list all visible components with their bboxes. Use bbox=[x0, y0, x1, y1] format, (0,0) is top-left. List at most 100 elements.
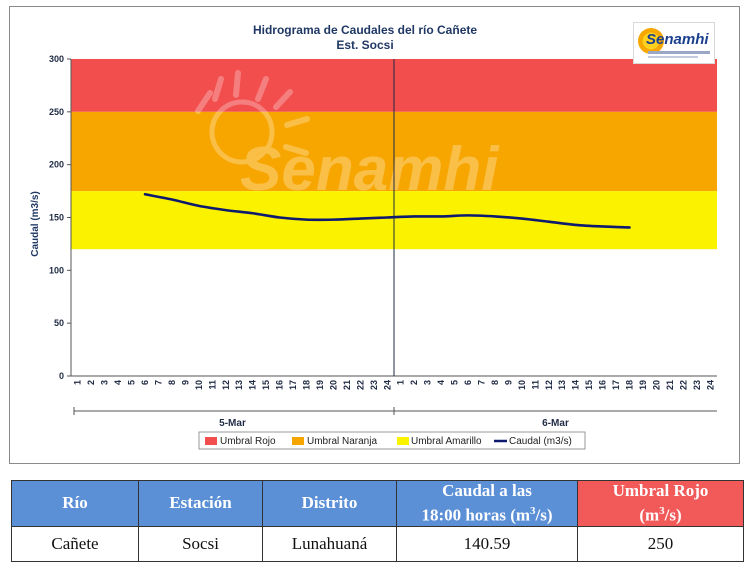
y-tick-labels: 0 50 100 150 200 250 300 bbox=[49, 54, 71, 381]
legend-swatch-naranja bbox=[292, 437, 304, 445]
x-tick-label: 14 bbox=[571, 380, 581, 390]
x-tick-label: 12 bbox=[544, 380, 554, 390]
x-tick-label: 2 bbox=[86, 380, 96, 385]
data-point bbox=[628, 226, 631, 229]
data-point bbox=[413, 215, 415, 218]
x-tick-label: 5 bbox=[127, 380, 137, 385]
x-tick-label: 3 bbox=[423, 380, 433, 385]
header-caudal: Caudal a las 18:00 horas (m3/s) bbox=[396, 480, 578, 527]
header-caudal-tail: /s) bbox=[535, 505, 553, 525]
x-tick-label: 10 bbox=[194, 380, 204, 390]
x-tick-label: 22 bbox=[355, 380, 365, 390]
x-tick-label: 1 bbox=[73, 380, 83, 385]
data-point bbox=[386, 216, 389, 219]
data-point bbox=[359, 217, 362, 220]
x-tick-label: 1 bbox=[396, 380, 406, 385]
x-tick-label: 2 bbox=[409, 380, 419, 385]
header-caudal-sup: 3 bbox=[530, 505, 536, 517]
header-distrito: Distrito bbox=[262, 480, 397, 527]
data-point bbox=[601, 225, 604, 228]
x-tick-label: 13 bbox=[557, 380, 567, 390]
cell-distrito: Lunahuaná bbox=[262, 525, 397, 562]
x-tick-label: 4 bbox=[436, 380, 446, 385]
x-tick-label: 24 bbox=[382, 380, 392, 390]
x-tick-label: 9 bbox=[503, 380, 513, 385]
legend-label-naranja: Umbral Naranja bbox=[307, 436, 377, 447]
data-point bbox=[332, 218, 335, 221]
data-point bbox=[440, 215, 442, 218]
table-row: Cañete Socsi Lunahuaná 140.59 250 bbox=[11, 525, 744, 562]
x-tick-label: 19 bbox=[315, 380, 325, 390]
x-tick-label: 19 bbox=[638, 380, 648, 390]
x-tick-label: 9 bbox=[180, 380, 190, 385]
data-point bbox=[278, 216, 281, 219]
x-tick-label: 8 bbox=[490, 380, 500, 385]
data-point bbox=[521, 217, 523, 220]
table-header-row: Río Estación Distrito Caudal a las 18:00… bbox=[11, 480, 744, 527]
data-point bbox=[171, 198, 173, 201]
legend-swatch-amarillo bbox=[397, 437, 409, 445]
senamhi-watermark: Senamhi bbox=[195, 70, 500, 204]
header-umbral-sup: 3 bbox=[659, 505, 665, 517]
x-tick-label: 11 bbox=[530, 380, 540, 390]
y-tick-label: 300 bbox=[49, 54, 64, 64]
x-tick-label: 23 bbox=[369, 380, 379, 390]
y-tick-label: 0 bbox=[59, 371, 64, 381]
y-axis-label: Caudal (m3/s) bbox=[30, 191, 41, 257]
x-tick-label: 16 bbox=[598, 380, 608, 390]
day-label: 5-Mar bbox=[219, 418, 246, 429]
logo-tagline-bar bbox=[648, 51, 710, 54]
y-tick-label: 250 bbox=[49, 107, 64, 117]
x-tick-label: 17 bbox=[611, 380, 621, 390]
x-tick-label: 7 bbox=[476, 380, 486, 385]
cell-estacion: Socsi bbox=[138, 525, 263, 562]
x-tick-label: 22 bbox=[678, 380, 688, 390]
data-point bbox=[467, 214, 469, 217]
chart-title: Hidrograma de Caudales del río Cañete bbox=[253, 23, 477, 37]
legend-label-caudal: Caudal (m3/s) bbox=[509, 436, 572, 447]
legend-label-amarillo: Umbral Amarillo bbox=[411, 436, 482, 447]
header-umbral-line2: (m bbox=[639, 505, 660, 525]
header-caudal-line1: Caudal a las bbox=[442, 481, 532, 500]
x-tick-label: 6 bbox=[140, 380, 150, 385]
cell-umbral: 250 bbox=[577, 525, 744, 562]
day-labels: 5-Mar 6-Mar bbox=[219, 418, 569, 429]
x-tick-label: 18 bbox=[302, 380, 312, 390]
chart-subtitle: Est. Socsi bbox=[336, 38, 393, 52]
x-tick-label: 20 bbox=[651, 380, 661, 390]
x-tick-label: 23 bbox=[692, 380, 702, 390]
chart-frame: Hidrograma de Caudales del río Cañete Es… bbox=[9, 6, 740, 464]
x-tick-label: 18 bbox=[625, 380, 635, 390]
x-tick-label: 21 bbox=[665, 380, 675, 390]
legend: Umbral Rojo Umbral Naranja Umbral Amaril… bbox=[198, 431, 586, 450]
cell-caudal: 140.59 bbox=[396, 525, 578, 562]
header-umbral-tail: /s) bbox=[664, 505, 682, 525]
x-tick-label: 7 bbox=[153, 380, 163, 385]
x-tick-label: 14 bbox=[248, 380, 258, 390]
sun-icon bbox=[638, 28, 664, 54]
x-tick-label: 11 bbox=[207, 380, 217, 390]
data-point bbox=[494, 215, 496, 218]
summary-table: Río Estación Distrito Caudal a las 18:00… bbox=[11, 480, 744, 562]
logo-name: Senamhi bbox=[646, 31, 709, 48]
data-point bbox=[574, 224, 577, 226]
cell-rio: Cañete bbox=[11, 525, 139, 562]
x-tick-label: 13 bbox=[234, 380, 244, 390]
x-tick-label: 12 bbox=[221, 380, 231, 390]
day-label: 6-Mar bbox=[542, 418, 569, 429]
data-point bbox=[547, 220, 550, 223]
data-point bbox=[305, 218, 308, 221]
x-tick-label: 5 bbox=[450, 380, 460, 385]
data-point bbox=[251, 212, 254, 215]
x-tick-label: 15 bbox=[261, 380, 271, 390]
x-tick-label: 3 bbox=[100, 380, 110, 385]
header-rio: Río bbox=[11, 480, 139, 527]
data-point bbox=[144, 193, 146, 196]
header-estacion: Estación bbox=[138, 480, 263, 527]
x-tick-label: 4 bbox=[113, 380, 123, 385]
y-tick-label: 200 bbox=[49, 160, 64, 170]
x-tick-label: 24 bbox=[705, 380, 715, 390]
x-tick-label: 6 bbox=[463, 380, 473, 385]
x-tick-label: 16 bbox=[275, 380, 285, 390]
data-point bbox=[198, 205, 200, 207]
